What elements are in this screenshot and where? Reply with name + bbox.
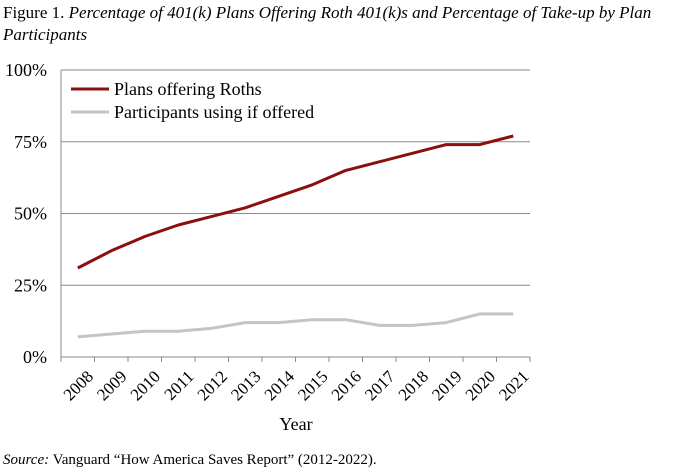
figure-title-text: Percentage of 401(k) Plans Offering Roth… [3,3,652,44]
x-tick-label: 2010 [127,367,164,404]
series-line-2 [77,312,514,339]
x-tick-label: 2008 [60,367,97,404]
x-tick-label: 2021 [495,367,532,404]
axes [60,70,531,362]
y-tick-label: 75% [14,132,47,152]
source-text: Vanguard “How America Saves Report” (201… [52,452,377,468]
x-axis-label: Year [279,414,312,434]
x-tick-label: 2017 [361,367,399,405]
x-tick-label: 2016 [328,367,365,404]
x-tick-label: 2009 [93,367,130,404]
figure-label: Figure 1. [3,3,65,22]
y-tick-labels: 0% 25% 50% 75% 100% [5,60,47,367]
source-label: Source: [3,452,50,468]
x-tick-label: 2013 [227,367,264,404]
series-line-1 [77,134,514,270]
y-tick-label: 0% [23,347,47,367]
x-tick-label: 2019 [428,367,465,404]
x-tick-label: 2020 [462,367,499,404]
x-tick-label: 2015 [294,367,331,404]
x-tick-label: 2018 [395,367,432,404]
legend-label: Plans offering Roths [114,79,262,99]
grid-lines [61,69,530,286]
x-tick-labels: 2008200920102011201220132014201520162017… [60,367,533,405]
x-tick-label: 2012 [194,367,231,404]
legend: Plans offering Roths Participants using i… [71,79,314,122]
x-tick-label: 2011 [161,367,198,404]
figure-title: Figure 1. Percentage of 401(k) Plans Off… [3,2,697,46]
series-lines [77,134,514,339]
y-tick-label: 50% [14,204,47,224]
legend-label: Participants using if offered [114,102,314,122]
y-tick-label: 100% [5,60,47,80]
x-tick-label: 2014 [261,367,299,405]
source-note: Source: Vanguard “How America Saves Repo… [3,451,377,469]
y-tick-label: 25% [14,275,47,295]
